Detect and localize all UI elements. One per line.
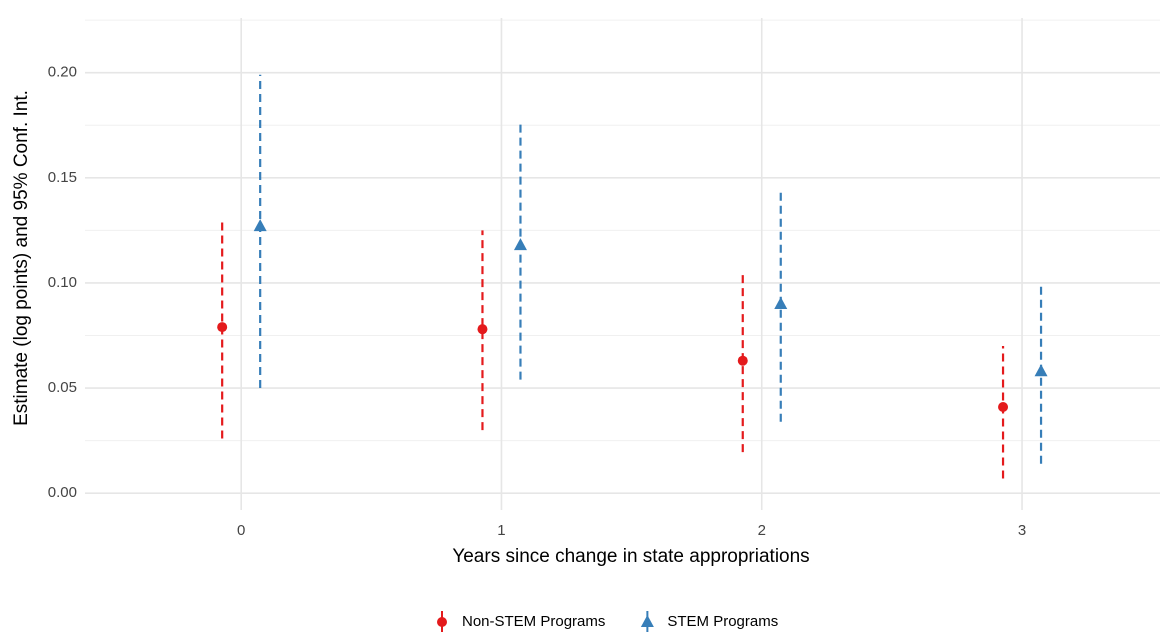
- legend-key: [640, 615, 654, 627]
- y-tick-label: 0.15: [48, 169, 77, 186]
- x-tick-label: 1: [497, 522, 505, 539]
- point: [513, 238, 527, 251]
- x-tick-label: 2: [758, 522, 766, 539]
- x-tick-label: 3: [1018, 522, 1026, 539]
- y-tick-label: 0.05: [48, 379, 77, 396]
- point: [477, 324, 488, 335]
- y-tick-label: 0.20: [48, 64, 77, 81]
- point: [737, 355, 748, 366]
- legend-label: Non-STEM Programs: [462, 613, 605, 630]
- y-axis-title: Estimate (log points) and 95% Conf. Int.: [11, 90, 32, 426]
- grid: [85, 18, 1160, 510]
- legend-key: [437, 617, 447, 627]
- x-tick-label: 0: [237, 522, 245, 539]
- point: [774, 296, 788, 309]
- series: [217, 217, 1009, 479]
- point: [998, 401, 1009, 412]
- point: [217, 322, 228, 333]
- series: [253, 74, 1048, 464]
- y-tick-label: 0.10: [48, 274, 77, 291]
- legend: Non-STEM Programs STEM Programs: [437, 611, 778, 633]
- point: [253, 219, 267, 232]
- point: [1034, 364, 1048, 377]
- legend-label: STEM Programs: [667, 613, 778, 630]
- x-axis-title: Years since change in state appropriatio…: [452, 546, 809, 567]
- y-tick-label: 0.00: [48, 484, 77, 501]
